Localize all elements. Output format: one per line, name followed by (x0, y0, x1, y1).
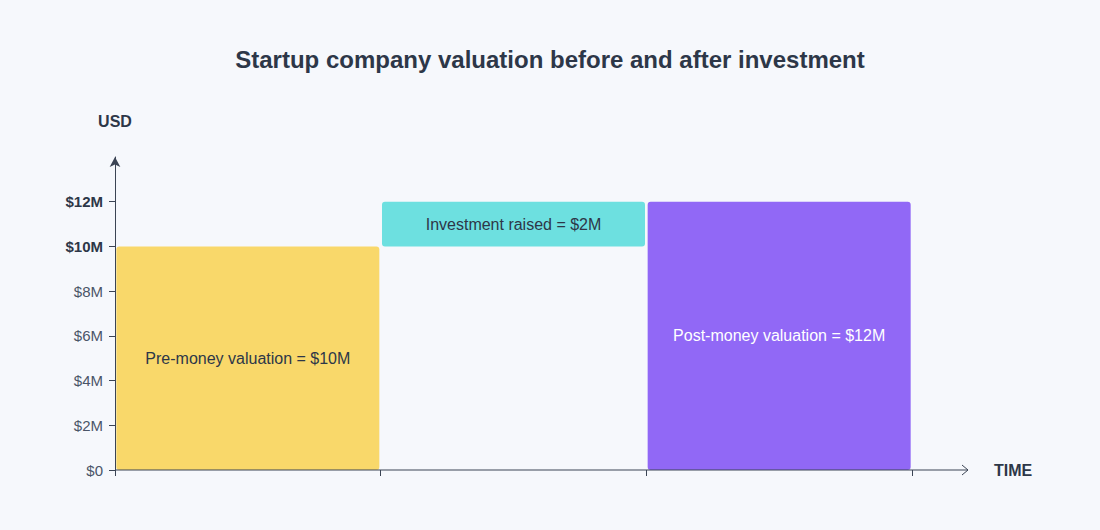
svg-text:Startup company valuation befo: Startup company valuation before and aft… (235, 46, 864, 73)
svg-text:Post-money valuation = $12M: Post-money valuation = $12M (673, 327, 885, 344)
svg-text:$12M: $12M (65, 193, 103, 210)
svg-text:USD: USD (98, 113, 132, 130)
svg-text:$8M: $8M (74, 283, 103, 300)
svg-text:$6M: $6M (74, 327, 103, 344)
svg-text:Pre-money valuation = $10M: Pre-money valuation = $10M (145, 350, 350, 367)
svg-text:$10M: $10M (65, 238, 103, 255)
svg-text:TIME: TIME (994, 462, 1033, 479)
svg-text:Investment raised = $2M: Investment raised = $2M (426, 216, 602, 233)
svg-text:$4M: $4M (74, 372, 103, 389)
svg-text:$2M: $2M (74, 417, 103, 434)
svg-text:$0: $0 (86, 462, 103, 479)
